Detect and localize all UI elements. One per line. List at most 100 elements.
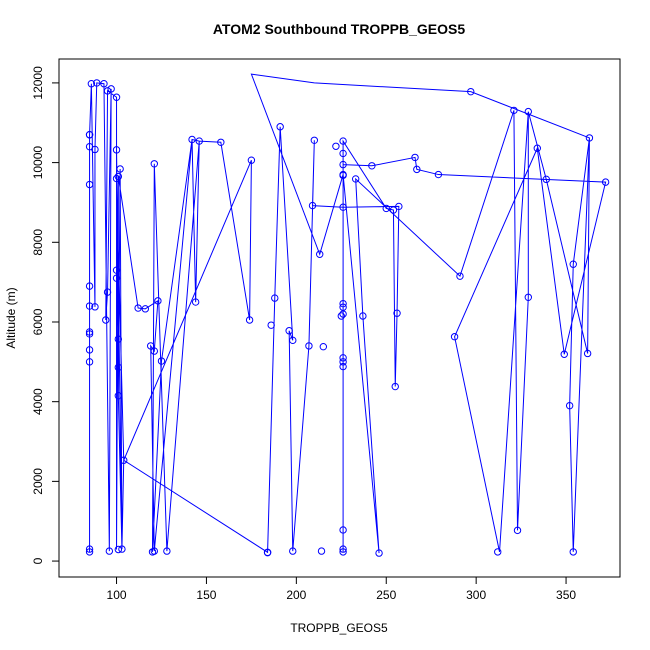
data-point: [456, 272, 464, 280]
x-axis: 100 150 200 250 300 350: [107, 576, 576, 602]
data-point: [339, 358, 347, 366]
data-point: [524, 107, 532, 116]
y-tick-label: 6000: [31, 308, 45, 335]
data-point: [389, 206, 398, 214]
data-point: [351, 175, 360, 183]
data-point: [368, 162, 376, 170]
data-point: [114, 392, 123, 400]
data-point: [316, 250, 324, 258]
data-point: [494, 548, 502, 556]
data-point: [85, 548, 94, 556]
x-tick-label: 100: [107, 588, 127, 602]
data-point: [391, 382, 399, 391]
y-tick-label: 2000: [31, 468, 45, 495]
data-point: [510, 106, 518, 115]
data-point: [319, 342, 328, 351]
data-point: [157, 357, 166, 365]
data-point: [85, 131, 94, 139]
data-point: [150, 347, 158, 355]
data-point: [395, 202, 403, 211]
data-point: [310, 136, 319, 144]
data-point: [103, 288, 112, 296]
y-axis-label: Altitude (m): [4, 287, 18, 348]
data-point: [359, 312, 367, 320]
data-point: [339, 526, 347, 534]
data-point: [91, 303, 99, 311]
data-point: [305, 342, 313, 350]
data-point: [102, 316, 110, 324]
data-point: [267, 321, 275, 329]
data-point: [339, 160, 347, 169]
plot-frame: [58, 58, 621, 578]
data-point: [339, 354, 347, 362]
data-point: [524, 293, 532, 301]
data-point: [317, 547, 326, 555]
y-tick-label: 8000: [31, 229, 45, 256]
x-tick-label: 350: [556, 588, 576, 602]
data-point: [542, 175, 550, 184]
data-point: [513, 526, 522, 535]
data-point: [85, 358, 94, 366]
data-point: [114, 363, 123, 372]
data-point: [163, 547, 171, 555]
data-point: [112, 274, 121, 282]
series-points: [85, 79, 610, 557]
data-point: [560, 350, 568, 358]
data-point: [191, 298, 200, 306]
y-tick-label: 4000: [31, 388, 45, 415]
data-point: [107, 85, 115, 93]
data-point: [332, 142, 340, 150]
data-point: [339, 299, 347, 308]
data-point: [533, 144, 541, 152]
data-point: [120, 456, 128, 464]
data-point: [583, 349, 592, 358]
data-point: [116, 165, 124, 173]
data-point: [289, 547, 297, 555]
data-point: [85, 302, 94, 310]
data-point: [112, 174, 121, 183]
data-point: [118, 545, 126, 553]
data-point: [188, 135, 196, 144]
data-point: [245, 316, 254, 324]
data-point: [85, 346, 94, 354]
data-point: [467, 87, 475, 96]
data-point: [93, 79, 101, 87]
data-point: [217, 138, 225, 146]
data-point: [339, 137, 347, 145]
y-tick-label: 0: [31, 557, 45, 564]
data-point: [339, 203, 347, 211]
data-point: [585, 134, 594, 142]
data-point: [565, 401, 574, 410]
data-point: [85, 328, 94, 336]
data-point: [339, 548, 347, 556]
x-axis-label: TROPPB_GEOS5: [290, 621, 388, 635]
data-point: [375, 549, 383, 557]
data-point: [339, 545, 347, 553]
data-point: [85, 282, 94, 290]
x-tick-label: 300: [466, 588, 486, 602]
data-point: [150, 160, 158, 168]
data-point: [112, 93, 121, 101]
x-tick-label: 150: [196, 588, 216, 602]
y-tick-label: 12000: [31, 66, 45, 100]
data-point: [134, 304, 142, 312]
data-point: [413, 165, 421, 174]
data-point: [434, 170, 443, 179]
data-point: [154, 297, 162, 305]
data-point: [382, 204, 390, 213]
data-point: [285, 327, 293, 335]
data-point: [271, 294, 279, 302]
series-lines: [89, 73, 607, 554]
data-point: [569, 260, 577, 268]
data-point: [289, 336, 297, 345]
x-tick-label: 250: [376, 588, 396, 602]
data-point: [339, 171, 347, 180]
data-point: [276, 123, 284, 131]
data-point: [91, 145, 99, 154]
data-point: [85, 545, 94, 553]
y-tick-label: 10000: [31, 146, 45, 180]
data-point: [195, 137, 203, 145]
y-axis: 0 2000 4000 6000 8000 10000 12000: [31, 66, 60, 564]
data-point: [85, 180, 94, 189]
